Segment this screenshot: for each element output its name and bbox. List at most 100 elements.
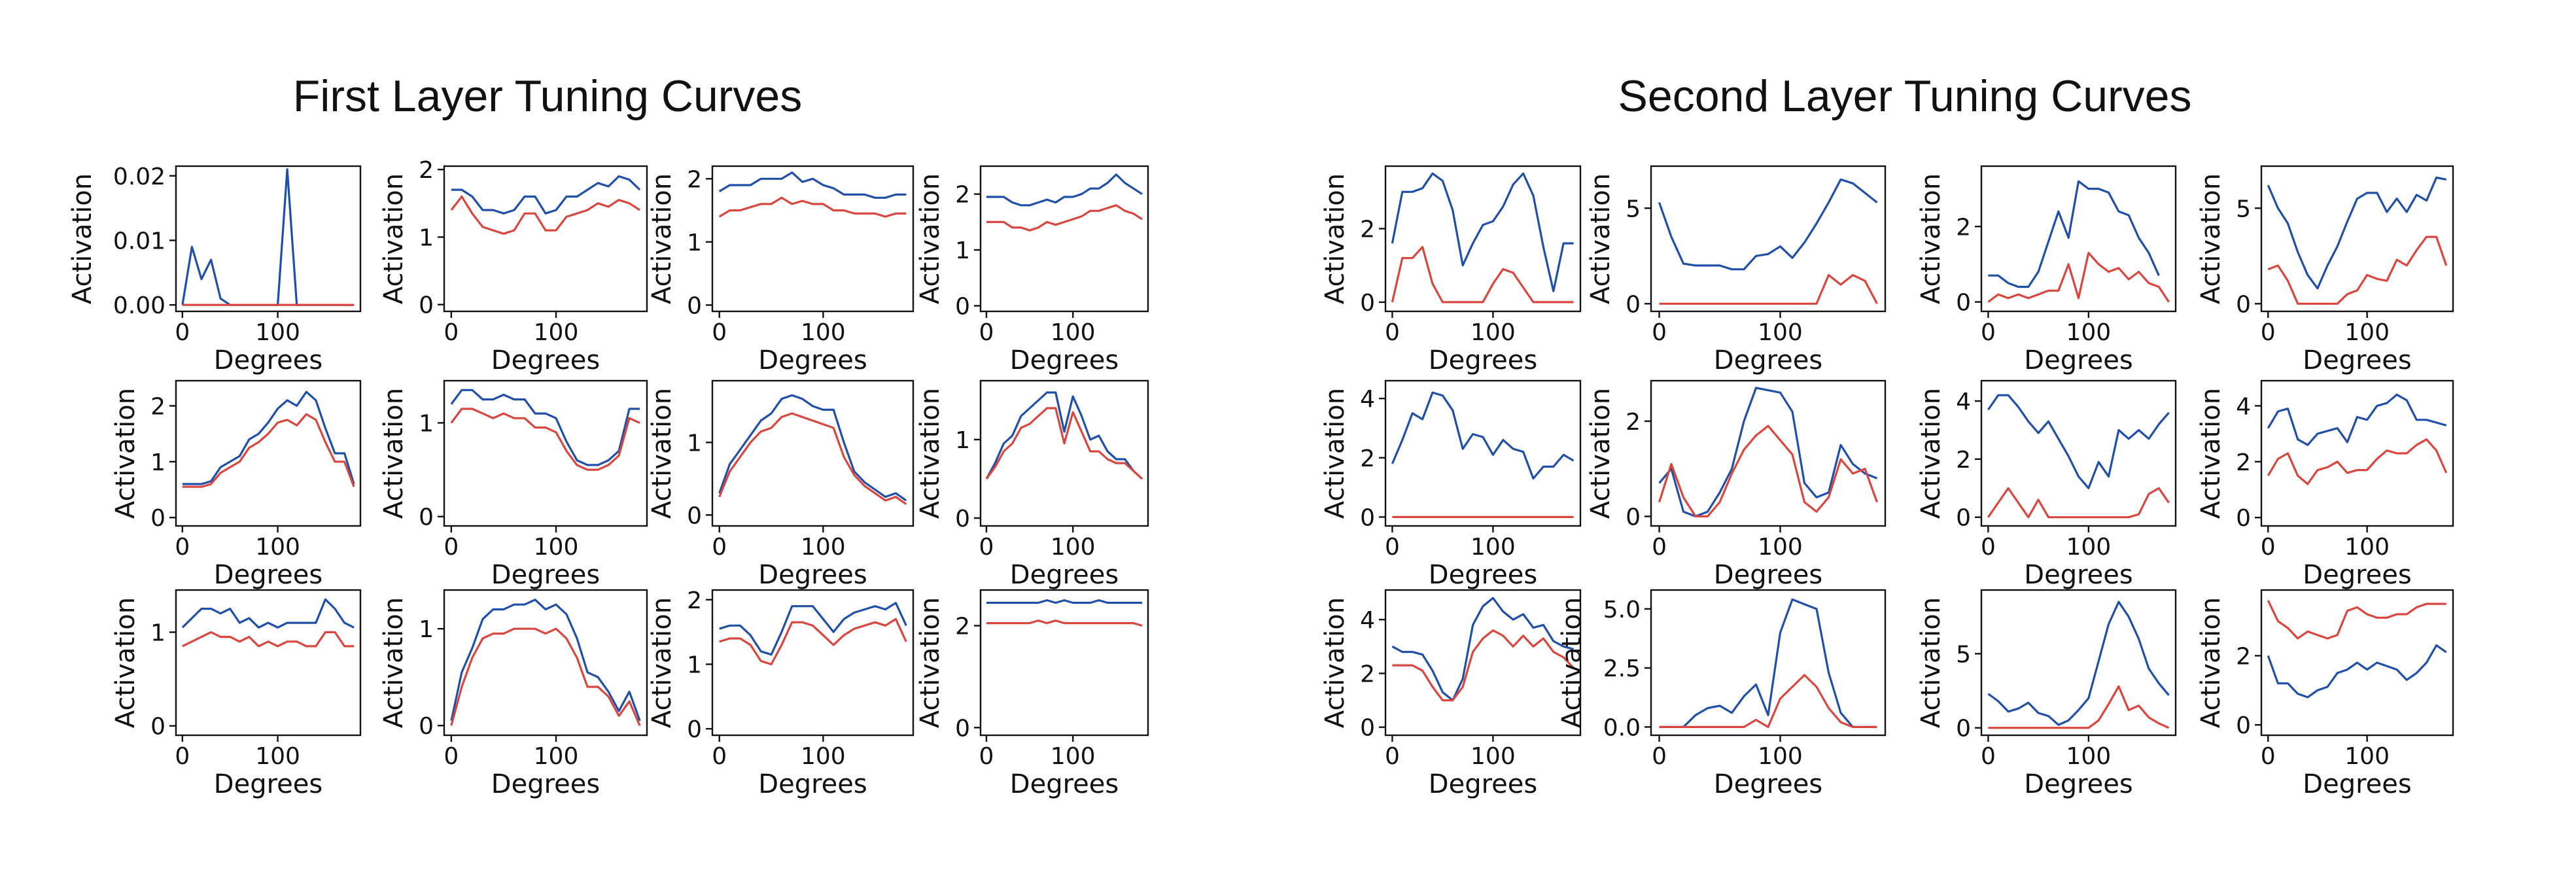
blue-series-line xyxy=(1988,180,2160,288)
y-tick-label: 1 xyxy=(150,619,165,646)
x-tick-label: 100 xyxy=(1471,743,1516,770)
panel-first-8: 0 100 0 1 Degrees Activation xyxy=(111,589,362,799)
red-series-line xyxy=(1659,273,1878,305)
x-tick-label: 100 xyxy=(2066,319,2111,346)
red-series-line xyxy=(1987,487,2170,519)
blue-series-line xyxy=(718,171,907,199)
y-tick-label: 5 xyxy=(1626,196,1641,222)
y-tick-label: 2 xyxy=(1626,409,1641,436)
y-tick-label: 0 xyxy=(419,713,434,740)
blue-series-line xyxy=(1987,394,2170,489)
x-axis-label: Degrees xyxy=(214,560,322,590)
axes-frame xyxy=(443,165,648,313)
y-tick-label: 2 xyxy=(2236,643,2251,670)
blue-series-line xyxy=(986,173,1143,207)
y-tick-label: 2 xyxy=(1360,445,1375,472)
panel-first-9: 0 100 0 1 Degrees Activation xyxy=(379,589,648,799)
axes-frame xyxy=(175,379,362,527)
blue-series-line xyxy=(451,175,641,215)
y-axis-label: Activation xyxy=(379,597,409,728)
y-axis-label: Activation xyxy=(111,597,141,728)
x-axis-label: Degrees xyxy=(214,345,322,375)
red-series-line xyxy=(2267,600,2446,640)
axes-frame xyxy=(711,379,914,527)
blue-series-line xyxy=(181,168,355,306)
panel-second-8: 0 100 0 2 4 Degrees Activation xyxy=(1320,589,1582,799)
x-tick-label: 0 xyxy=(979,534,994,561)
x-tick-label: 0 xyxy=(712,743,727,770)
panel-second-11: 0 100 0 2 Degrees Activation xyxy=(2196,589,2454,799)
y-tick-label: 4 xyxy=(1360,607,1375,634)
x-tick-label: 100 xyxy=(534,534,579,561)
axes-frame xyxy=(1980,589,2177,737)
x-tick-label: 100 xyxy=(801,534,846,561)
x-tick-label: 100 xyxy=(2066,534,2111,561)
x-tick-label: 100 xyxy=(2066,743,2111,770)
x-axis-label: Degrees xyxy=(1429,560,1537,590)
x-tick-label: 100 xyxy=(1051,534,1096,561)
x-axis-label: Degrees xyxy=(2024,345,2132,375)
x-tick-label: 0 xyxy=(444,534,459,561)
x-axis-label: Degrees xyxy=(491,769,600,799)
y-tick-label: 2 xyxy=(1360,661,1375,687)
panel-first-5: 0 100 0 1 Degrees Activation xyxy=(379,379,648,590)
y-tick-label: 0 xyxy=(687,716,702,743)
y-tick-label: 5 xyxy=(1956,641,1971,668)
y-tick-label: 2 xyxy=(150,393,165,420)
y-tick-label: 0.00 xyxy=(113,292,165,319)
x-tick-label: 100 xyxy=(1758,319,1803,346)
x-tick-label: 100 xyxy=(2344,319,2390,346)
axes-frame xyxy=(711,589,914,737)
x-axis-label: Degrees xyxy=(1429,769,1537,799)
y-tick-label: 5.0 xyxy=(1603,597,1641,623)
axes-frame xyxy=(1650,379,1887,527)
y-tick-label: 1 xyxy=(955,427,970,454)
x-tick-label: 0 xyxy=(1652,319,1667,346)
blue-series-line xyxy=(718,394,907,502)
axes-frame xyxy=(1384,379,1582,527)
y-tick-label: 2 xyxy=(955,614,970,640)
y-tick-label: 0 xyxy=(1956,716,1971,742)
x-tick-label: 100 xyxy=(255,743,300,770)
blue-series-line xyxy=(2267,644,2447,699)
x-axis-label: Degrees xyxy=(1010,345,1119,375)
x-tick-label: 100 xyxy=(1758,743,1803,770)
x-axis-label: Degrees xyxy=(1714,560,1822,590)
y-axis-label: Activation xyxy=(1320,173,1350,304)
x-tick-label: 100 xyxy=(534,743,579,770)
y-axis-label: Activation xyxy=(1916,388,1946,519)
x-tick-label: 0 xyxy=(712,534,727,561)
y-tick-label: 2 xyxy=(1956,447,1971,474)
red-series-line xyxy=(719,618,907,666)
x-tick-label: 0 xyxy=(1981,534,1996,561)
y-axis-label: Activation xyxy=(1320,597,1350,728)
x-tick-label: 0 xyxy=(1981,743,1996,770)
y-tick-label: 1 xyxy=(955,237,970,264)
x-tick-label: 0 xyxy=(979,743,994,770)
y-tick-label: 0 xyxy=(687,292,702,319)
x-tick-label: 0 xyxy=(1385,534,1400,561)
y-tick-label: 0 xyxy=(955,715,970,742)
blue-series-line xyxy=(985,391,1143,480)
blue-series-line xyxy=(1658,387,1878,518)
y-tick-label: 0 xyxy=(2236,712,2251,739)
panel-second-7: 0 100 0 2 4 Degrees Activation xyxy=(2196,379,2454,590)
x-axis-label: Degrees xyxy=(2024,560,2132,590)
panel-second-6: 0 100 0 2 4 Degrees Activation xyxy=(1916,379,2177,590)
y-axis-label: Activation xyxy=(111,388,141,519)
y-tick-label: 4 xyxy=(1956,389,1971,415)
blue-series-line xyxy=(182,391,355,485)
panel-first-7: 0 100 0 1 Degrees Activation xyxy=(915,379,1149,590)
x-tick-label: 100 xyxy=(1051,743,1096,770)
y-tick-label: 2 xyxy=(687,587,702,614)
x-axis-label: Degrees xyxy=(214,769,322,799)
y-axis-label: Activation xyxy=(2196,173,2226,304)
y-tick-label: 0 xyxy=(419,292,434,319)
panel-first-4: 0 100 0 1 2 Degrees Activation xyxy=(111,379,362,590)
x-axis-label: Degrees xyxy=(758,345,867,375)
x-tick-label: 0 xyxy=(1385,319,1400,346)
x-tick-label: 100 xyxy=(1758,534,1803,561)
x-tick-label: 100 xyxy=(1471,534,1516,561)
x-tick-label: 0 xyxy=(444,319,459,346)
